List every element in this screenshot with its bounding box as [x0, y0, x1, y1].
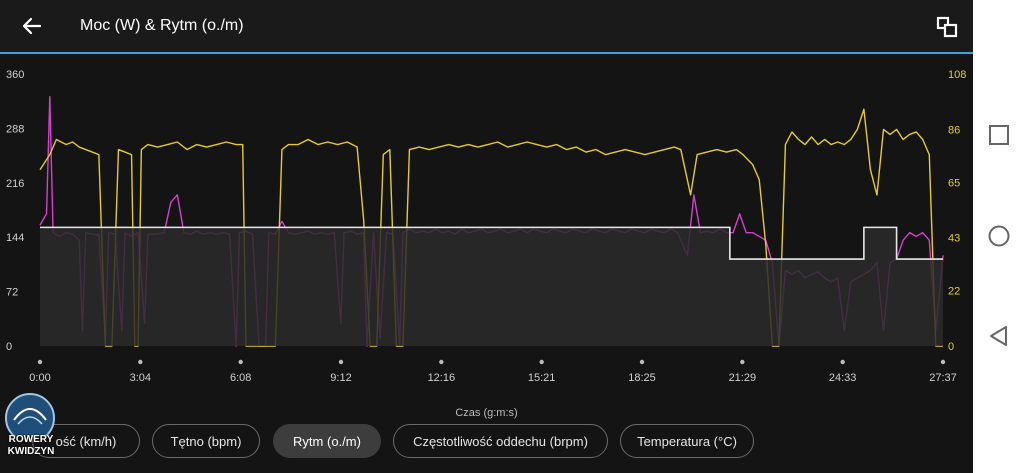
x-tick-label-4: 12:16	[428, 372, 456, 384]
arrow-left-icon[interactable]	[20, 14, 44, 38]
y-left-tick-0: 0	[6, 341, 12, 353]
logo-emblem	[5, 393, 55, 443]
x-tick-dot-3	[338, 359, 344, 365]
x-tick-dot-0	[37, 359, 43, 365]
x-tick-label-0: 0:00	[29, 372, 50, 384]
circle-icon[interactable]	[987, 224, 1011, 248]
series-line-1	[39, 108, 943, 347]
y-right-tick-0: 0	[948, 341, 954, 353]
x-tick-label-6: 18:25	[628, 372, 656, 384]
watermark-logo: ROWERY KWIDZYN	[0, 392, 62, 462]
x-tick-label-7: 21:29	[729, 372, 757, 384]
x-tick-dot-1	[138, 359, 143, 365]
x-tick-label-2: 6:08	[230, 372, 251, 384]
y-right-tick-3: 65	[948, 177, 960, 189]
screen-rotation-icon[interactable]	[936, 16, 958, 38]
y-right-tick-4: 86	[948, 124, 960, 136]
x-axis-title: Czas (g:m:s)	[455, 407, 518, 419]
x-tick-label-5: 15:21	[528, 372, 556, 384]
x-tick-dot-2	[238, 359, 243, 365]
logo-text-line1: ROWERY	[8, 434, 54, 445]
x-tick-dot-8	[840, 359, 845, 365]
x-tick-dot-4	[439, 359, 444, 365]
chip-heart-rate[interactable]: Tętno (bpm)	[152, 424, 260, 458]
y-left-tick-3: 216	[6, 178, 24, 190]
page-title: Moc (W) & Rytm (o./m)	[80, 17, 244, 34]
x-tick-label-1: 3:04	[130, 372, 151, 384]
chip-cadence[interactable]: Rytm (o./m)	[273, 424, 381, 458]
chip-breathing-rate[interactable]: Częstotliwość oddechu (brpm)	[393, 424, 608, 458]
y-right-tick-1: 22	[948, 286, 960, 298]
x-tick-label-3: 9:12	[330, 372, 351, 384]
app: Moc (W) & Rytm (o./m) 0 72 144 216 288 360 0 22…	[0, 0, 973, 473]
y-left-tick-2: 144	[6, 232, 24, 244]
android-nav-bar	[973, 0, 1024, 473]
x-tick-dot-5	[539, 359, 544, 365]
top-bar: Moc (W) & Rytm (o./m)	[0, 0, 973, 54]
y-right-tick-5: 108	[948, 69, 966, 81]
x-tick-dot-9	[940, 359, 946, 365]
triangle-back-icon[interactable]	[987, 324, 1011, 348]
y-left-tick-4: 288	[6, 123, 24, 135]
chip-temperature[interactable]: Temperatura (°C)	[620, 424, 754, 458]
y-left-tick-5: 360	[6, 69, 24, 81]
metric-chips: ość (km/h) Tętno (bpm) Rytm (o./m) Częst…	[0, 424, 973, 460]
series-area-2	[40, 227, 943, 346]
power-cadence-chart: 0 72 144 216 288 360 0 22 43 65 86 108 0:00 3:04 6:08 9…	[6, 69, 966, 384]
x-tick-label-8: 24:33	[829, 372, 857, 384]
y-right-tick-2: 43	[948, 233, 960, 245]
y-left-tick-1: 72	[6, 287, 18, 299]
square-icon[interactable]	[987, 123, 1011, 147]
logo-text-line2: KWIDZYN	[7, 446, 55, 457]
x-tick-label-9: 27:37	[929, 372, 957, 384]
x-tick-dot-7	[740, 359, 745, 365]
series-line-2	[40, 226, 943, 260]
x-tick-dot-6	[639, 359, 645, 365]
